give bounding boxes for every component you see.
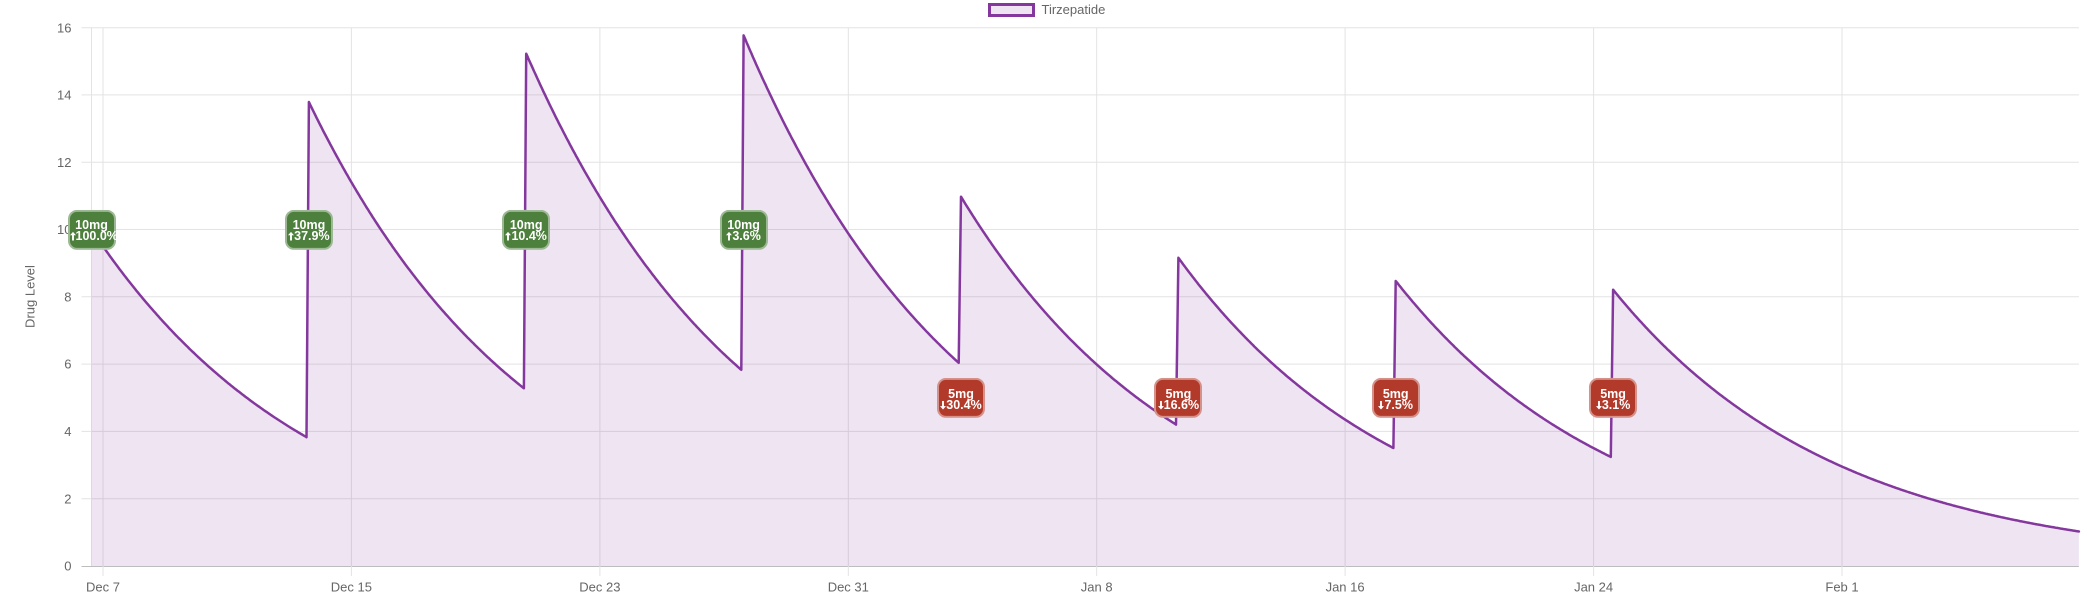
svg-text:Drug Level: Drug Level	[23, 265, 38, 328]
svg-text:12: 12	[57, 155, 71, 170]
svg-text:Dec 23: Dec 23	[579, 580, 620, 595]
svg-text:14: 14	[57, 88, 71, 103]
svg-text:16: 16	[57, 20, 71, 35]
svg-text:6: 6	[64, 357, 71, 372]
svg-text:Dec 31: Dec 31	[828, 580, 869, 595]
svg-text:0: 0	[64, 559, 71, 574]
svg-text:Jan 16: Jan 16	[1326, 580, 1365, 595]
svg-text:2: 2	[64, 491, 71, 506]
svg-text:8: 8	[64, 289, 71, 304]
svg-text:Feb 1: Feb 1	[1825, 580, 1858, 595]
svg-text:Jan 24: Jan 24	[1574, 580, 1613, 595]
svg-text:Dec 7: Dec 7	[86, 580, 120, 595]
svg-text:Dec 15: Dec 15	[331, 580, 372, 595]
svg-text:Jan 8: Jan 8	[1081, 580, 1113, 595]
svg-text:4: 4	[64, 424, 71, 439]
